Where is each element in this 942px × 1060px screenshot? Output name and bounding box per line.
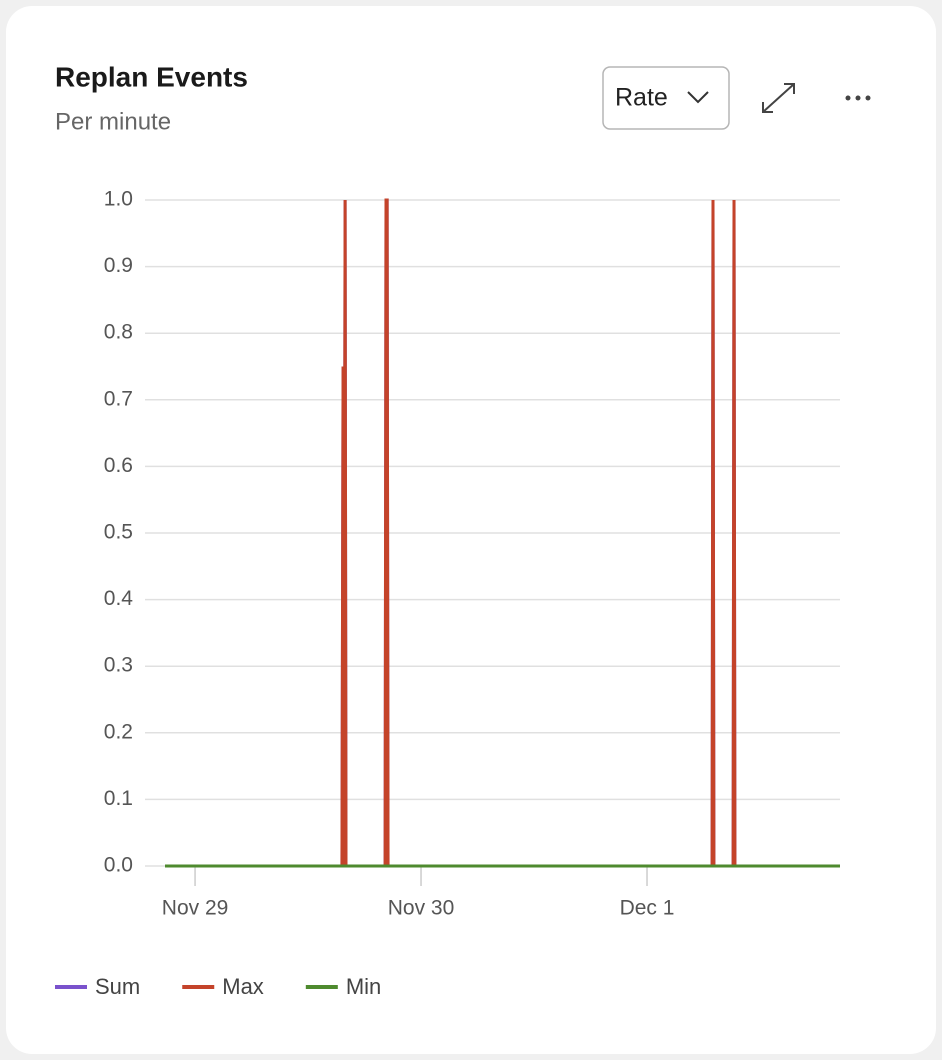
legend-label: Sum: [95, 974, 140, 999]
legend-label: Min: [346, 974, 381, 999]
dot[interactable]: [855, 95, 861, 101]
y-tick-label: 0.6: [104, 454, 133, 477]
y-tick-label: 0.1: [104, 787, 133, 810]
chart-title: Replan Events: [55, 61, 248, 92]
dropdown-box[interactable]: [602, 66, 730, 130]
x-tick-label: Nov 29: [162, 897, 229, 920]
y-tick-label: 0.7: [104, 387, 133, 410]
x-tick-label: Dec 1: [620, 897, 675, 920]
chart-subtitle: Per minute: [55, 108, 171, 135]
rate-dropdown[interactable]: Rate: [602, 66, 730, 130]
y-tick-label: 0.9: [104, 254, 133, 277]
y-tick-label: 0.3: [104, 654, 133, 677]
y-tick-label: 0.8: [104, 321, 133, 344]
more-button[interactable]: [845, 95, 871, 101]
y-tick-label: 0.4: [104, 587, 134, 610]
dot[interactable]: [845, 95, 851, 101]
dropdown-label[interactable]: Rate: [615, 84, 668, 112]
y-tick-label: 0.2: [104, 720, 133, 743]
x-tick-label: Nov 30: [388, 897, 455, 920]
expand-button[interactable]: [762, 83, 795, 113]
y-tick-label: 1.0: [104, 188, 133, 211]
expand-icon[interactable]: [762, 83, 795, 113]
y-tick-label: 0.0: [104, 854, 133, 877]
dot[interactable]: [865, 95, 871, 101]
card: [6, 6, 936, 1054]
chevron[interactable]: [687, 91, 709, 104]
legend-label: Max: [222, 974, 264, 999]
series-line: [165, 198, 840, 868]
y-tick-label: 0.5: [104, 521, 133, 544]
